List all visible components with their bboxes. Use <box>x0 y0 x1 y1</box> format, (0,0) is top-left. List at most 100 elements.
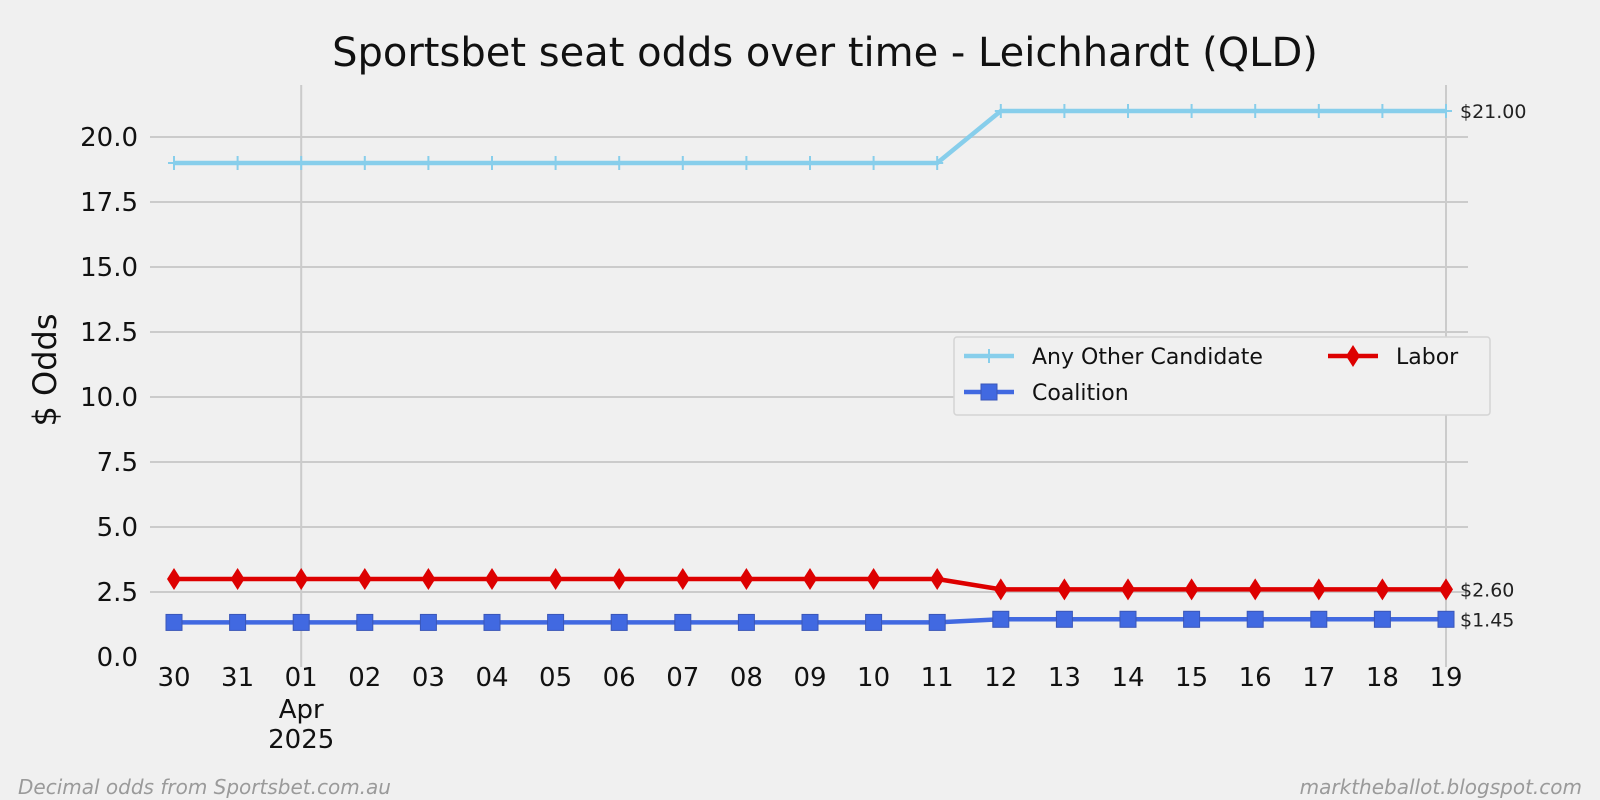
end-labels: $21.00 $1.45 $2.60 <box>1460 101 1526 631</box>
data-point <box>1437 610 1455 628</box>
data-point <box>1055 610 1073 628</box>
data-point <box>994 104 1007 118</box>
series-any-other-candidate <box>168 104 1452 170</box>
legend-item: Any Other Candidate <box>964 345 1263 370</box>
y-tick-labels: 0.0 2.5 5.0 7.5 10.0 12.5 15.0 17.5 20.0 <box>80 123 138 673</box>
data-point <box>168 156 180 170</box>
data-point <box>1312 104 1325 118</box>
y-tick-label: 17.5 <box>80 188 138 218</box>
data-point <box>1119 610 1137 628</box>
footer-site-credit: marktheballot.blogspot.com <box>1300 775 1582 799</box>
data-point <box>358 156 371 170</box>
y-tick-label: 15.0 <box>80 253 138 283</box>
data-point <box>1121 578 1135 601</box>
legend-marker <box>983 349 995 363</box>
data-point <box>229 613 247 631</box>
data-point <box>357 568 372 590</box>
data-point <box>422 156 435 170</box>
x-tick-label: 30 <box>157 663 190 693</box>
x-tick-label: 07 <box>666 663 699 693</box>
data-point <box>740 156 753 170</box>
data-point <box>992 610 1010 628</box>
data-point <box>165 613 183 631</box>
data-point <box>1249 104 1262 118</box>
legend-label: Labor <box>1396 345 1459 370</box>
x-year-label: 2025 <box>268 725 334 755</box>
x-tick-label: 10 <box>857 663 890 693</box>
y-tick-label: 12.5 <box>80 318 138 348</box>
data-point <box>1311 578 1326 601</box>
data-point <box>801 613 819 631</box>
legend: Any Other Candidate Coalition Labor <box>953 336 1491 416</box>
data-point <box>548 568 563 590</box>
end-value-label: $21.00 <box>1460 101 1526 123</box>
x-tick-label: 03 <box>412 663 445 693</box>
x-tick-labels: 30 31 01 02 03 04 05 06 07 08 09 10 11 12 13 14 15 16 17 18… <box>157 663 1462 755</box>
data-point <box>993 578 1008 601</box>
data-point <box>1248 578 1263 601</box>
data-point <box>1058 104 1071 118</box>
x-tick-label: 06 <box>603 663 636 693</box>
data-point <box>1310 610 1328 628</box>
data-point <box>804 156 816 170</box>
data-point <box>1183 610 1201 628</box>
x-month-label: Apr <box>279 695 324 725</box>
data-point <box>1057 578 1072 601</box>
data-point <box>865 613 883 631</box>
data-point <box>613 156 626 170</box>
data-point <box>803 568 817 590</box>
x-tick-label: 02 <box>348 663 381 693</box>
data-point <box>930 568 945 590</box>
legend-label: Any Other Candidate <box>1032 345 1263 370</box>
x-tick-label: 19 <box>1429 663 1462 693</box>
y-axis-title: $ Odds <box>26 313 64 426</box>
data-point <box>294 568 309 590</box>
data-point <box>675 568 690 590</box>
data-point <box>292 613 310 631</box>
data-point <box>356 613 374 631</box>
x-tick-label: 14 <box>1111 663 1144 693</box>
data-point <box>610 613 628 631</box>
end-value-label: $1.45 <box>1460 609 1514 631</box>
data-point <box>230 568 245 590</box>
data-point <box>866 568 881 590</box>
data-point <box>1376 104 1389 118</box>
legend-label: Coalition <box>1032 381 1129 406</box>
data-point <box>1246 610 1264 628</box>
data-point <box>739 568 754 590</box>
x-tick-label: 15 <box>1175 663 1208 693</box>
y-tick-label: 2.5 <box>97 578 138 608</box>
data-point <box>612 568 627 590</box>
series-lines <box>165 104 1455 631</box>
x-tick-label: 08 <box>730 663 763 693</box>
data-point <box>674 613 692 631</box>
x-tick-label: 01 <box>285 663 318 693</box>
x-tick-label: 09 <box>793 663 826 693</box>
x-tick-label: 04 <box>475 663 508 693</box>
data-point <box>676 156 689 170</box>
legend-item: Labor <box>1328 345 1459 370</box>
data-point <box>931 156 944 170</box>
data-point <box>1440 104 1452 118</box>
data-point <box>1373 610 1391 628</box>
x-tick-label: 31 <box>221 663 254 693</box>
x-tick-label: 05 <box>539 663 572 693</box>
y-tick-label: 10.0 <box>80 383 138 413</box>
data-point <box>549 156 562 170</box>
data-point <box>231 156 244 170</box>
data-point <box>167 568 181 590</box>
data-point <box>485 568 499 590</box>
x-tick-label: 12 <box>984 663 1017 693</box>
data-point <box>419 613 437 631</box>
data-point <box>421 568 436 590</box>
grid <box>150 85 1468 667</box>
y-tick-label: 20.0 <box>80 123 138 153</box>
footer-source-note: Decimal odds from Sportsbet.com.au <box>18 775 391 799</box>
y-tick-label: 5.0 <box>97 513 138 543</box>
y-tick-label: 7.5 <box>97 448 138 478</box>
legend-marker <box>980 383 998 401</box>
chart-title: Sportsbet seat odds over time - Leichhar… <box>332 30 1318 76</box>
data-point <box>1439 578 1453 601</box>
x-tick-label: 17 <box>1302 663 1335 693</box>
